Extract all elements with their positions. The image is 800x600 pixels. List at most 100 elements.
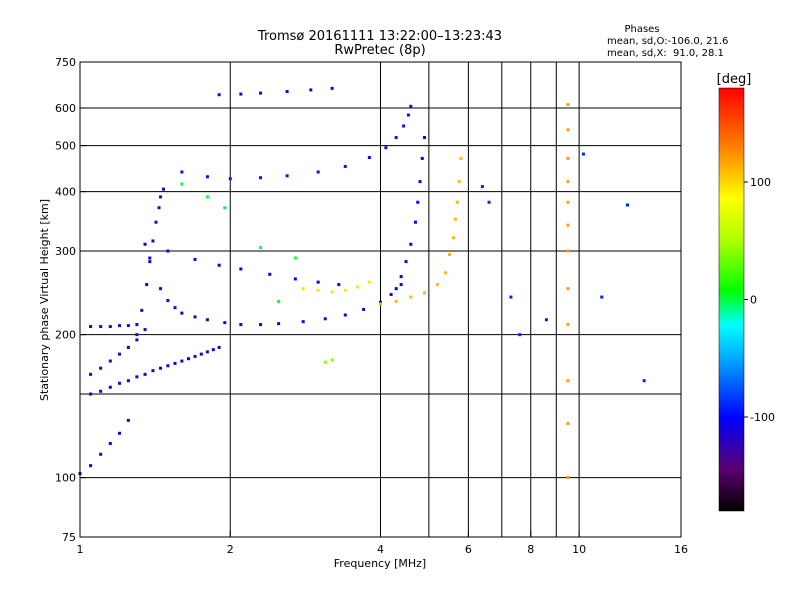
data-point — [159, 366, 163, 370]
chart-subtitle: RwPretec (8p) — [334, 43, 425, 58]
data-point — [285, 90, 289, 94]
data-point — [259, 91, 263, 95]
data-point — [457, 180, 461, 184]
data-point — [180, 311, 184, 315]
data-point — [399, 275, 403, 279]
y-tick-label: 400 — [55, 186, 76, 199]
data-point — [180, 359, 184, 363]
data-point — [420, 156, 424, 160]
data-point — [402, 124, 406, 128]
data-point — [199, 352, 203, 356]
data-point — [581, 152, 585, 156]
colorbar-label: [deg] — [717, 72, 752, 87]
data-point — [435, 283, 439, 287]
data-point — [566, 223, 570, 227]
data-point — [89, 325, 93, 329]
x-axis-label: Frequency [MHz] — [334, 557, 426, 570]
data-point — [448, 252, 452, 256]
x-axis: 1 2 4 6 8 10 16 — [77, 531, 688, 556]
chart-title: Tromsø 20161111 13:22:00–13:23:43 — [257, 29, 502, 44]
y-tick-label: 750 — [55, 56, 76, 69]
data-point — [459, 156, 463, 160]
data-point — [600, 295, 604, 299]
data-point — [126, 345, 130, 349]
data-point — [316, 170, 320, 174]
data-point — [379, 300, 382, 304]
data-point — [205, 318, 209, 322]
x-tick-label: 2 — [227, 543, 234, 556]
data-point — [211, 348, 215, 352]
data-point — [389, 292, 393, 296]
data-point — [143, 328, 147, 332]
data-point — [205, 175, 209, 179]
data-point — [223, 321, 227, 325]
colorbar-tick-label: 100 — [750, 176, 771, 189]
data-point — [309, 88, 313, 92]
data-point — [135, 338, 139, 342]
data-point — [193, 257, 197, 261]
data-point — [384, 146, 388, 150]
data-point — [293, 277, 297, 281]
data-point — [566, 103, 570, 107]
data-point — [99, 452, 103, 456]
data-point — [151, 369, 155, 373]
data-points — [78, 86, 646, 480]
data-point — [293, 256, 297, 260]
data-point — [99, 325, 103, 329]
x-tick-label: 6 — [465, 543, 472, 556]
data-point — [301, 287, 305, 291]
data-point — [566, 422, 570, 426]
legend-line-x: mean, sd,X: 91.0, 28.1 — [607, 48, 724, 59]
data-point — [356, 285, 360, 289]
data-point — [259, 246, 263, 250]
data-point — [118, 324, 122, 328]
data-point — [394, 136, 398, 140]
data-point — [642, 379, 646, 383]
y-tick-label: 500 — [55, 140, 76, 153]
colorbar-ticks: 100 0 -100 — [744, 176, 775, 424]
data-point — [451, 236, 455, 240]
data-point — [343, 313, 347, 317]
data-point — [99, 366, 103, 370]
data-point — [422, 291, 426, 295]
data-point — [413, 220, 417, 224]
data-point — [337, 283, 341, 287]
data-point — [268, 272, 272, 276]
data-point — [143, 242, 147, 246]
data-point — [217, 93, 221, 97]
y-tick-label: 200 — [55, 329, 76, 342]
data-point — [422, 136, 426, 140]
data-point — [223, 206, 227, 210]
data-point — [285, 174, 289, 178]
data-point — [205, 195, 209, 199]
data-point — [217, 263, 221, 267]
data-point — [509, 295, 513, 299]
data-point — [379, 302, 382, 306]
x-tick-label: 10 — [572, 543, 586, 556]
data-point — [159, 195, 163, 199]
x-tick-label: 16 — [674, 543, 688, 556]
data-point — [193, 315, 197, 319]
data-point — [453, 217, 457, 221]
data-point — [544, 318, 548, 322]
data-point — [173, 361, 177, 365]
data-point — [108, 385, 112, 389]
data-point — [323, 317, 327, 321]
data-point — [193, 354, 197, 358]
x-tick-label: 8 — [527, 543, 534, 556]
legend-line-o: mean, sd,O:-106.0, 21.6 — [607, 36, 728, 47]
data-point — [394, 287, 398, 291]
data-point — [566, 200, 570, 204]
data-point — [89, 372, 93, 376]
y-axis: 75 100 200 300 400 500 600 750 — [55, 56, 86, 544]
y-tick-label: 600 — [55, 102, 76, 115]
data-point — [239, 267, 243, 271]
data-point — [566, 379, 570, 383]
data-point — [140, 308, 144, 312]
data-point — [205, 350, 209, 354]
data-point — [487, 200, 491, 204]
data-point — [566, 156, 570, 160]
data-point — [108, 359, 112, 363]
data-point — [89, 464, 93, 468]
